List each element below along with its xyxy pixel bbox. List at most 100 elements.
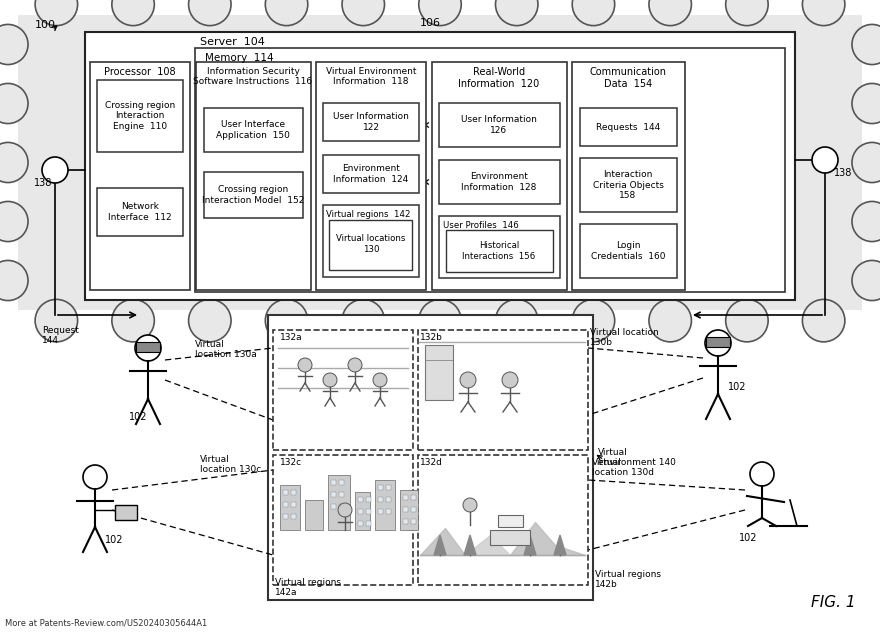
Circle shape	[338, 503, 352, 517]
Circle shape	[348, 358, 362, 372]
Text: Crossing region
Interaction Model  152: Crossing region Interaction Model 152	[202, 185, 304, 204]
Text: User Information
126: User Information 126	[461, 115, 537, 135]
Bar	[378, 509, 383, 514]
Bar	[339, 504, 344, 509]
Circle shape	[852, 25, 880, 65]
Bar	[283, 502, 288, 507]
Polygon shape	[554, 535, 566, 555]
Bar	[283, 490, 288, 495]
Bar	[490, 530, 530, 545]
Bar	[400, 490, 418, 530]
Bar	[331, 492, 336, 497]
Circle shape	[812, 147, 838, 173]
Circle shape	[726, 0, 768, 25]
Bar	[339, 492, 344, 497]
Circle shape	[0, 142, 28, 182]
Bar	[323, 103, 419, 141]
Circle shape	[298, 358, 312, 372]
Text: Virtual Environment
Information  118: Virtual Environment Information 118	[326, 67, 416, 86]
Bar	[291, 514, 296, 519]
Text: Memory  114: Memory 114	[205, 53, 274, 63]
Text: Virtual
location 130a: Virtual location 130a	[195, 340, 257, 360]
Polygon shape	[524, 535, 536, 555]
Bar	[411, 507, 416, 512]
Circle shape	[112, 0, 154, 25]
Text: Environment
Information  128: Environment Information 128	[461, 172, 537, 192]
Circle shape	[135, 335, 161, 361]
Bar	[707, 337, 730, 347]
Text: 132a: 132a	[280, 333, 303, 342]
Text: Communication
Data  154: Communication Data 154	[590, 67, 666, 89]
Circle shape	[188, 0, 231, 25]
Bar	[580, 158, 677, 212]
Circle shape	[419, 0, 461, 25]
Circle shape	[342, 299, 385, 342]
Circle shape	[649, 299, 692, 342]
Bar	[339, 480, 344, 485]
Text: Network
Interface  112: Network Interface 112	[108, 203, 172, 222]
Circle shape	[0, 25, 28, 65]
Circle shape	[265, 299, 308, 342]
Circle shape	[463, 498, 477, 512]
Bar	[331, 480, 336, 485]
Circle shape	[188, 299, 231, 342]
Text: Historical
Interactions  156: Historical Interactions 156	[462, 241, 536, 261]
Bar	[358, 521, 363, 526]
Bar	[439, 216, 560, 278]
Circle shape	[495, 299, 538, 342]
Text: 102: 102	[738, 533, 758, 543]
Circle shape	[852, 84, 880, 123]
Text: Virtual
location 130d: Virtual location 130d	[592, 458, 654, 477]
Bar	[136, 341, 159, 352]
Text: Interaction
Criteria Objects
158: Interaction Criteria Objects 158	[592, 170, 664, 200]
Bar	[115, 505, 137, 520]
Bar	[358, 509, 363, 514]
Bar	[323, 155, 419, 193]
Bar	[85, 32, 795, 300]
Circle shape	[572, 299, 615, 342]
Bar	[403, 507, 408, 512]
Circle shape	[502, 372, 518, 388]
Circle shape	[803, 0, 845, 25]
Bar	[97, 188, 183, 236]
Bar	[580, 108, 677, 146]
Bar	[418, 455, 588, 585]
Bar	[375, 480, 395, 530]
Text: Login
Credentials  160: Login Credentials 160	[590, 241, 665, 261]
Text: 132b: 132b	[420, 333, 443, 342]
Circle shape	[419, 299, 461, 342]
Bar	[280, 485, 300, 530]
Circle shape	[649, 0, 692, 25]
Text: FIG. 1: FIG. 1	[811, 595, 856, 610]
Bar	[195, 48, 785, 292]
Text: Information Security
Software Instructions  116: Information Security Software Instructio…	[194, 67, 312, 86]
Circle shape	[705, 330, 731, 356]
Circle shape	[750, 462, 774, 486]
Text: 102: 102	[728, 382, 746, 392]
Text: 102: 102	[105, 535, 123, 545]
Circle shape	[460, 372, 476, 388]
Circle shape	[495, 0, 538, 25]
Bar	[97, 80, 183, 152]
Text: Virtual
environment 140: Virtual environment 140	[598, 448, 676, 467]
Text: More at Patents-Review.com/US20240305644A1: More at Patents-Review.com/US20240305644…	[5, 619, 208, 628]
Bar	[18, 15, 862, 310]
Bar	[432, 62, 567, 290]
Circle shape	[0, 260, 28, 301]
Bar	[439, 103, 560, 147]
Circle shape	[112, 299, 154, 342]
Bar	[386, 509, 391, 514]
Bar	[580, 224, 677, 278]
Circle shape	[0, 84, 28, 123]
Bar	[366, 497, 371, 502]
Bar	[358, 497, 363, 502]
Bar	[268, 315, 593, 600]
Bar	[498, 515, 523, 527]
Text: Requests  144: Requests 144	[596, 123, 660, 132]
Bar	[331, 504, 336, 509]
Text: 132d: 132d	[420, 458, 443, 467]
Text: 100: 100	[35, 20, 56, 30]
Circle shape	[35, 299, 77, 342]
Text: Virtual regions
142a: Virtual regions 142a	[275, 578, 341, 598]
Bar	[355, 492, 370, 530]
